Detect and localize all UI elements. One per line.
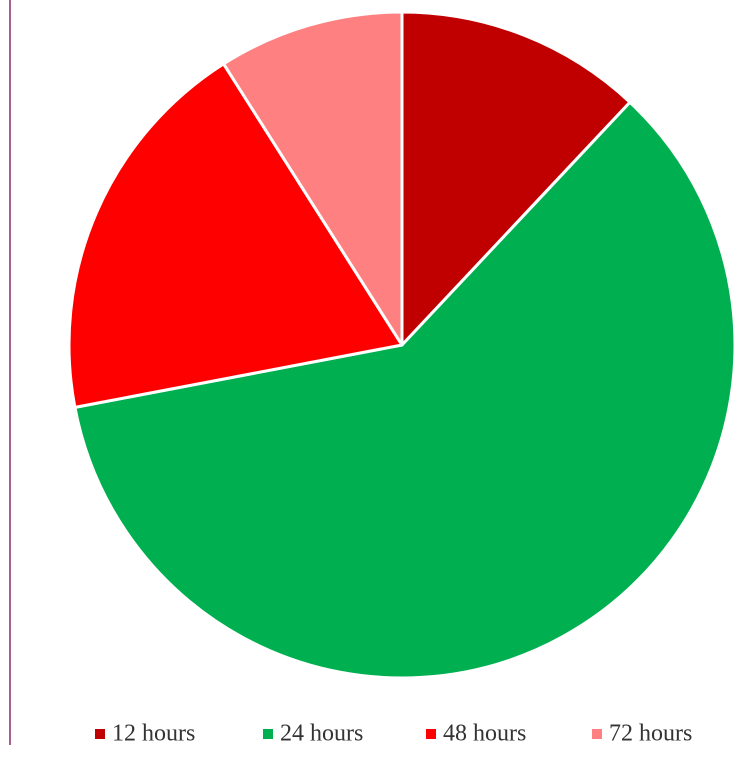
legend-label: 12 hours — [112, 721, 195, 747]
legend-label: 72 hours — [609, 721, 692, 747]
legend-swatch — [592, 729, 602, 739]
pie-slice — [67, 62, 404, 409]
legend: 12 hours 24 hours 48 hours 72 hours — [95, 721, 692, 747]
legend-swatch — [263, 729, 273, 739]
legend-swatch — [426, 729, 436, 739]
pie-slice — [222, 10, 404, 347]
legend-label: 48 hours — [443, 721, 526, 747]
pie — [67, 10, 737, 680]
pie-slice — [73, 100, 737, 680]
legend-label: 24 hours — [280, 721, 363, 747]
pie-slice — [400, 10, 632, 347]
legend-swatch — [95, 729, 105, 739]
